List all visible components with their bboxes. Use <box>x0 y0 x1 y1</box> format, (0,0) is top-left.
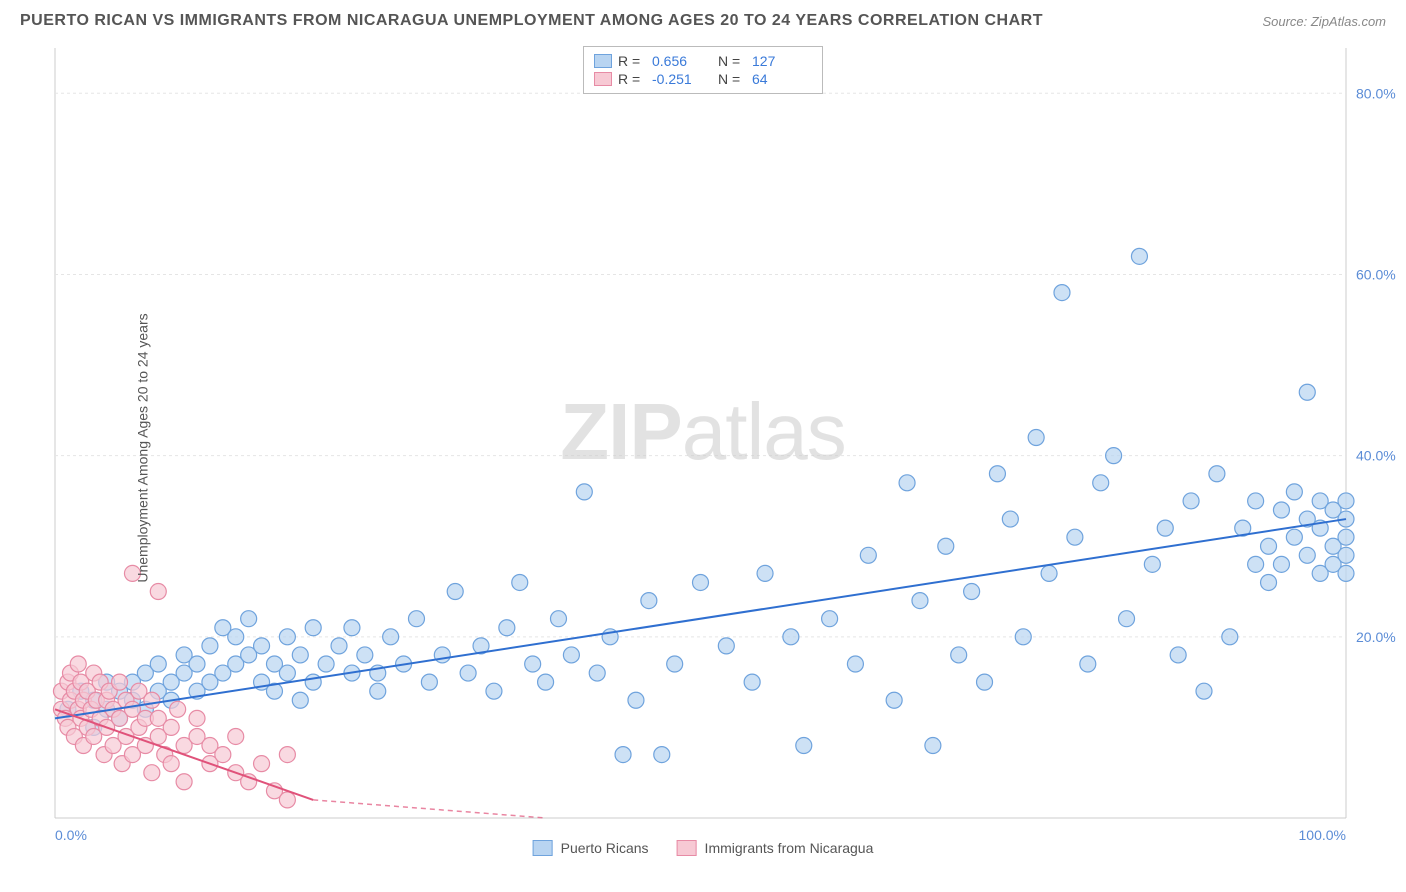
title-bar: PUERTO RICAN VS IMMIGRANTS FROM NICARAGU… <box>0 0 1406 38</box>
correlation-row-2: R = -0.251 N = 64 <box>594 71 812 87</box>
swatch-icon <box>594 72 612 86</box>
svg-text:20.0%: 20.0% <box>1356 629 1396 645</box>
n-label: N = <box>718 53 746 69</box>
n-value-2: 64 <box>752 71 812 87</box>
scatter-chart: 20.0% 40.0% 60.0% 80.0% 0.0% 100.0% <box>0 38 1406 858</box>
chart-container: Unemployment Among Ages 20 to 24 years Z… <box>0 38 1406 858</box>
svg-text:60.0%: 60.0% <box>1356 266 1396 282</box>
legend-item-2: Immigrants from Nicaragua <box>677 840 874 856</box>
legend-label-2: Immigrants from Nicaragua <box>705 840 874 856</box>
correlation-row-1: R = 0.656 N = 127 <box>594 53 812 69</box>
swatch-icon <box>594 54 612 68</box>
r-label: R = <box>618 71 646 87</box>
r-value-1: 0.656 <box>652 53 712 69</box>
n-label: N = <box>718 71 746 87</box>
svg-text:100.0%: 100.0% <box>1299 827 1346 843</box>
correlation-legend: R = 0.656 N = 127 R = -0.251 N = 64 <box>583 46 823 94</box>
legend-label-1: Puerto Ricans <box>561 840 649 856</box>
svg-text:80.0%: 80.0% <box>1356 85 1396 101</box>
series-legend: Puerto Ricans Immigrants from Nicaragua <box>533 840 874 856</box>
svg-text:40.0%: 40.0% <box>1356 448 1396 464</box>
n-value-1: 127 <box>752 53 812 69</box>
legend-item-1: Puerto Ricans <box>533 840 649 856</box>
r-label: R = <box>618 53 646 69</box>
chart-title: PUERTO RICAN VS IMMIGRANTS FROM NICARAGU… <box>20 12 1043 30</box>
source-attribution: Source: ZipAtlas.com <box>1262 14 1386 29</box>
y-axis-label: Unemployment Among Ages 20 to 24 years <box>135 313 151 582</box>
swatch-icon <box>533 840 553 856</box>
r-value-2: -0.251 <box>652 71 712 87</box>
swatch-icon <box>677 840 697 856</box>
svg-text:0.0%: 0.0% <box>55 827 87 843</box>
